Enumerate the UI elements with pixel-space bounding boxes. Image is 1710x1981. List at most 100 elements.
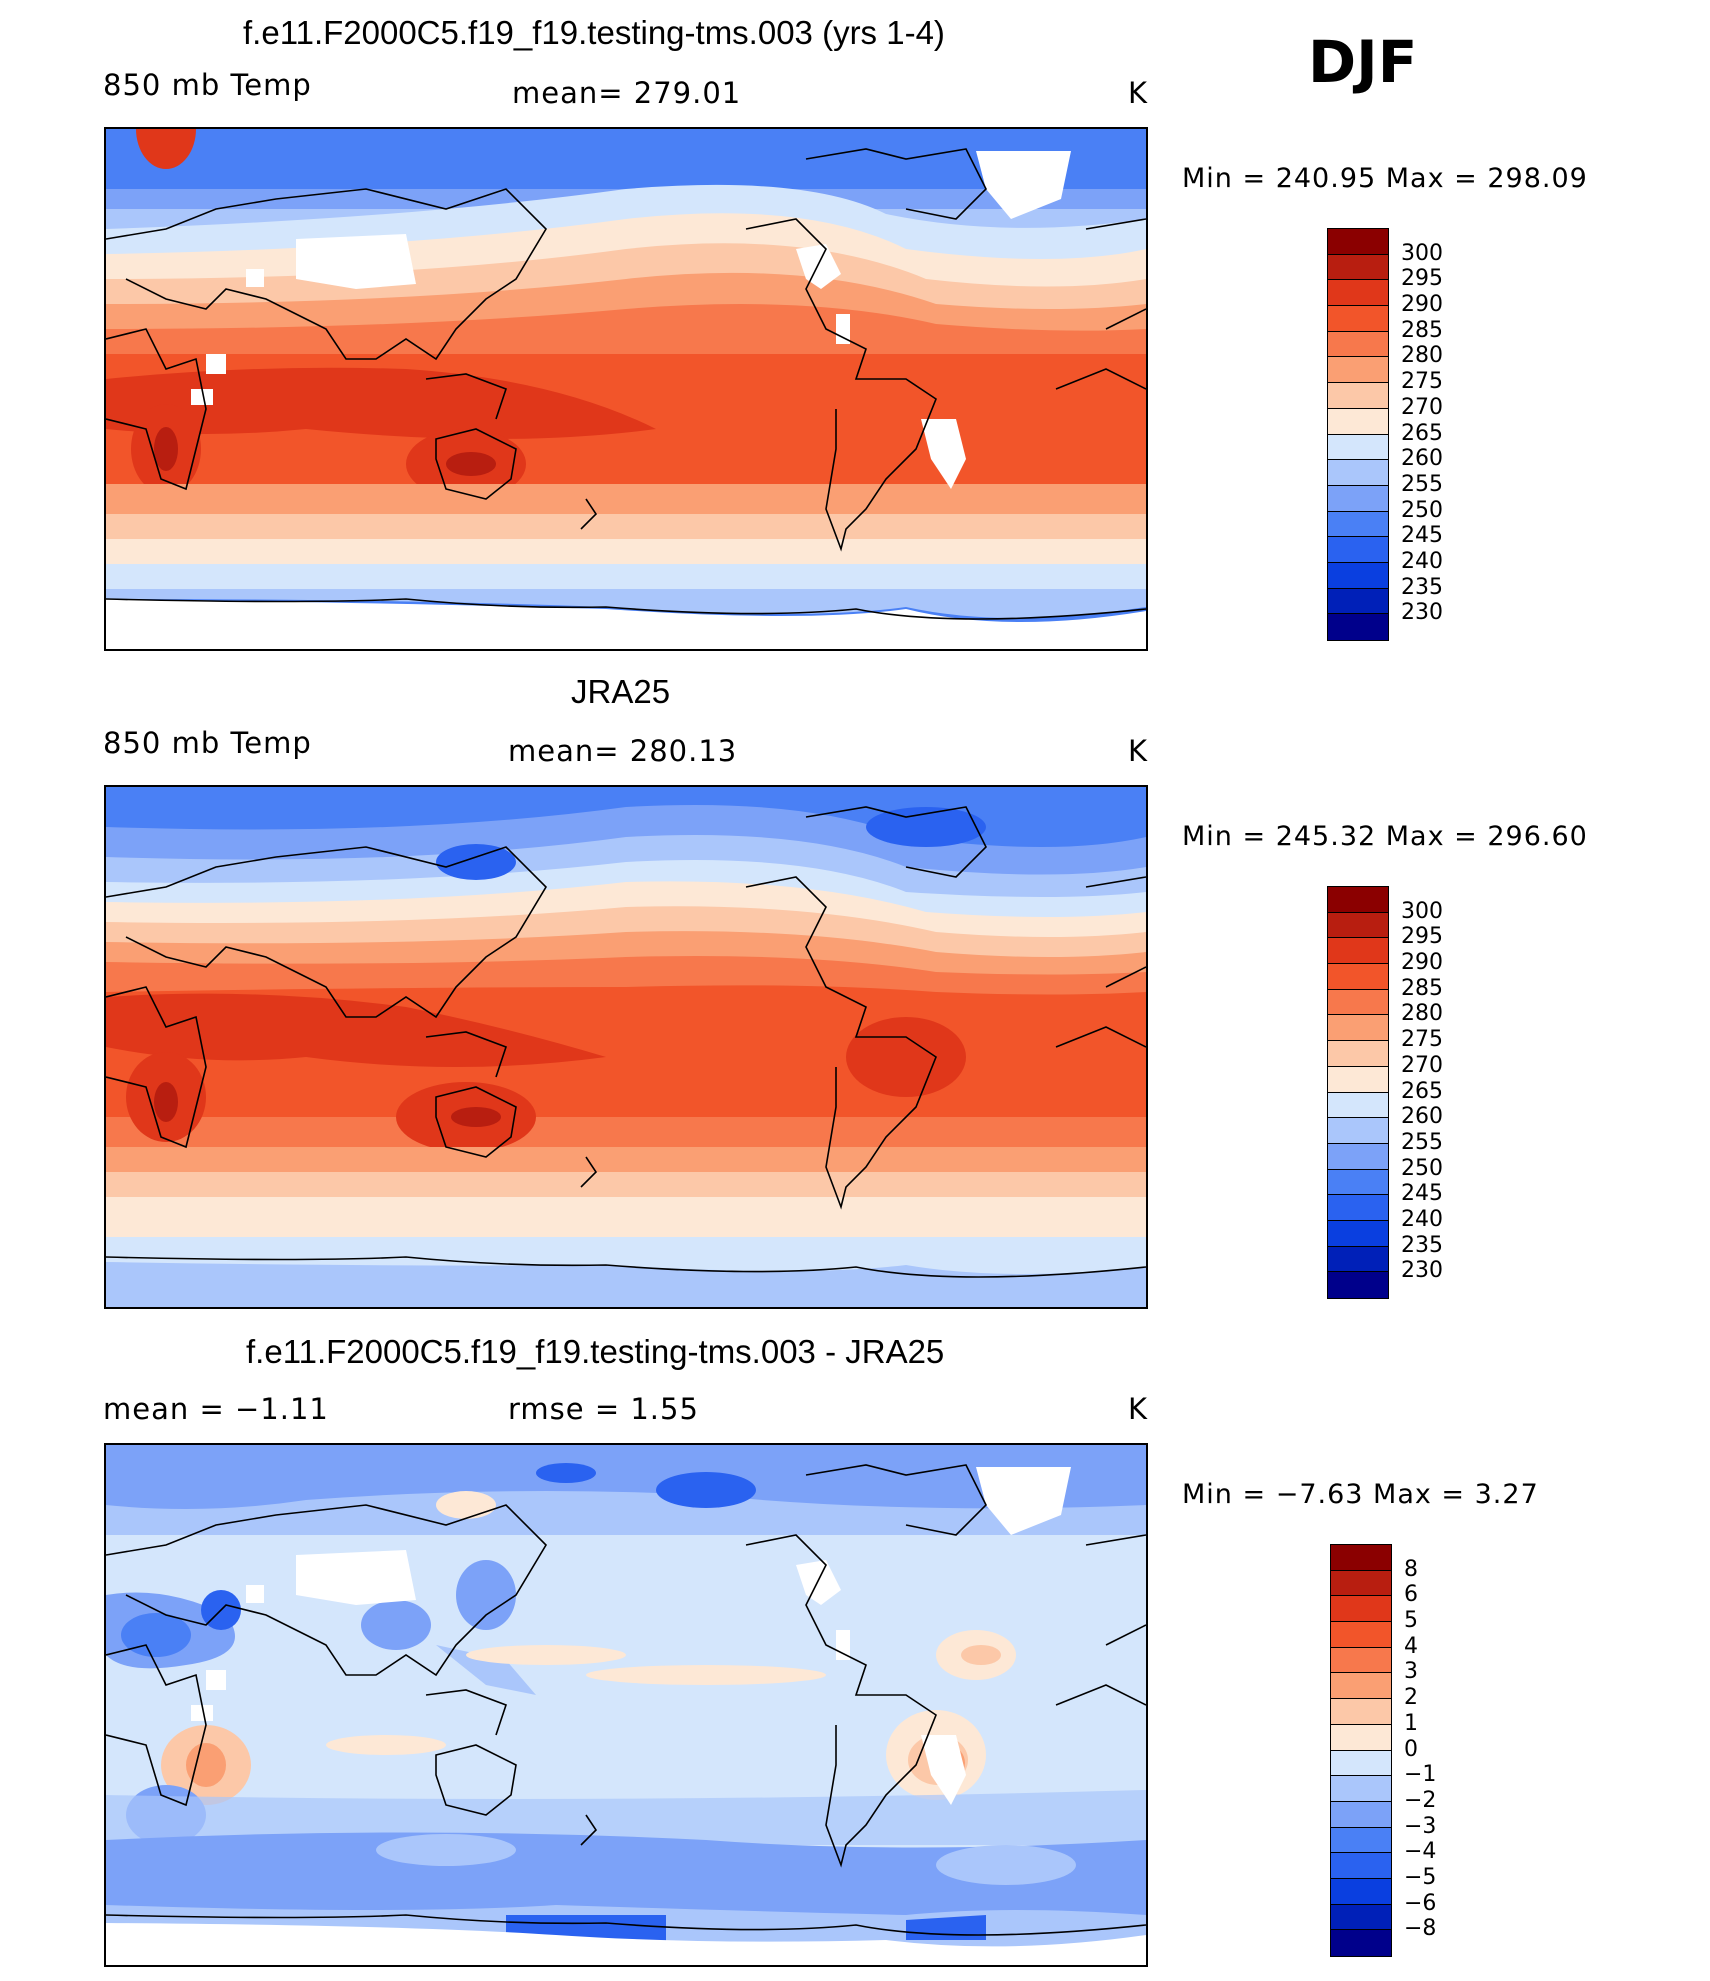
colorbar-swatch: [1331, 1827, 1391, 1854]
colorbar-tick-label: 295: [1401, 266, 1443, 292]
colorbar-tick-label: 270: [1401, 394, 1443, 420]
colorbar-swatch: [1328, 511, 1388, 538]
colorbar-tick-label: 250: [1401, 1155, 1443, 1181]
colorbar-swatch: [1328, 562, 1388, 589]
colorbar-tick-label: 265: [1401, 1078, 1443, 1104]
colorbar-swatch: [1328, 1066, 1388, 1093]
panel3-minmax: Min = −7.63 Max = 3.27: [1182, 1479, 1539, 1510]
panel1-mean-label: mean= 279.01: [512, 76, 742, 110]
colorbar-tick-label: 255: [1401, 471, 1443, 497]
panel1-colorbar: [1327, 228, 1389, 641]
colorbar-swatch: [1328, 254, 1388, 281]
colorbar-swatch: [1331, 1776, 1391, 1802]
panel3-units-label: K: [1128, 1392, 1149, 1426]
colorbar-tick-label: 280: [1401, 1001, 1443, 1027]
colorbar-tick-label: 255: [1401, 1129, 1443, 1155]
colorbar-tick-label: 300: [1401, 898, 1443, 924]
panel2-map: [104, 785, 1148, 1309]
colorbar-swatch: [1328, 989, 1388, 1016]
colorbar-swatch: [1328, 229, 1388, 255]
colorbar-swatch: [1328, 306, 1388, 332]
colorbar-tick-label: −8: [1404, 1916, 1437, 1942]
colorbar-swatch: [1328, 1041, 1388, 1067]
colorbar-tick-label: 290: [1401, 292, 1443, 318]
colorbar-tick-label: 240: [1401, 1206, 1443, 1232]
colorbar-tick-label: 290: [1401, 950, 1443, 976]
colorbar-tick-label: 235: [1401, 574, 1443, 600]
colorbar-swatch: [1331, 1596, 1391, 1623]
colorbar-tick-label: 245: [1401, 1181, 1443, 1207]
colorbar-swatch: [1331, 1750, 1391, 1777]
colorbar-swatch: [1328, 280, 1388, 307]
panel2-map-field: [106, 787, 1146, 1307]
colorbar-tick-label: 3: [1404, 1659, 1418, 1685]
colorbar-swatch: [1328, 1272, 1388, 1298]
panel2-colorbar: [1327, 886, 1389, 1299]
colorbar-swatch: [1328, 1246, 1388, 1273]
colorbar-swatch: [1331, 1647, 1391, 1674]
colorbar-tick-label: 285: [1401, 975, 1443, 1001]
colorbar-swatch: [1328, 1169, 1388, 1196]
panel3-rmse-label: rmse = 1.55: [508, 1392, 699, 1426]
colorbar-swatch: [1331, 1673, 1391, 1700]
colorbar-tick-label: 275: [1401, 369, 1443, 395]
season-label: DJF: [1308, 28, 1418, 96]
colorbar-tick-label: 230: [1401, 1258, 1443, 1284]
colorbar-tick-label: 240: [1401, 548, 1443, 574]
colorbar-tick-label: 300: [1401, 240, 1443, 266]
colorbar-swatch: [1328, 408, 1388, 435]
panel1-map: [104, 127, 1148, 651]
panel2-title: JRA25: [571, 673, 671, 710]
colorbar-tick-label: 260: [1401, 446, 1443, 472]
colorbar-tick-label: 260: [1401, 1104, 1443, 1130]
colorbar-swatch: [1328, 1220, 1388, 1247]
panel1-units-label: K: [1128, 76, 1149, 110]
colorbar-swatch: [1331, 1724, 1391, 1751]
panel3-colorbar: [1330, 1544, 1392, 1957]
colorbar-tick-label: 270: [1401, 1052, 1443, 1078]
colorbar-swatch: [1328, 912, 1388, 939]
colorbar-tick-label: 280: [1401, 343, 1443, 369]
colorbar-swatch: [1328, 1118, 1388, 1144]
colorbar-swatch: [1328, 1092, 1388, 1119]
colorbar-swatch: [1328, 537, 1388, 563]
colorbar-swatch: [1328, 434, 1388, 461]
colorbar-tick-label: 235: [1401, 1232, 1443, 1258]
colorbar-swatch: [1331, 1545, 1391, 1571]
colorbar-swatch: [1328, 1195, 1388, 1221]
colorbar-swatch: [1331, 1853, 1391, 1879]
panel1-variable-label: 850 mb Temp: [103, 68, 312, 102]
colorbar-tick-label: 245: [1401, 523, 1443, 549]
colorbar-tick-label: −3: [1404, 1813, 1437, 1839]
colorbar-tick-label: 265: [1401, 420, 1443, 446]
colorbar-swatch: [1328, 588, 1388, 615]
panel1-title: f.e11.F2000C5.f19_f19.testing-tms.003 (y…: [243, 14, 945, 51]
colorbar-tick-label: 250: [1401, 497, 1443, 523]
colorbar-swatch: [1331, 1699, 1391, 1725]
colorbar-swatch: [1331, 1878, 1391, 1905]
colorbar-tick-label: −2: [1404, 1787, 1437, 1813]
colorbar-swatch: [1328, 964, 1388, 990]
colorbar-tick-label: −5: [1404, 1864, 1437, 1890]
panel2-units-label: K: [1128, 734, 1149, 768]
panel3-mean-label: mean = −1.11: [103, 1392, 329, 1426]
colorbar-swatch: [1331, 1904, 1391, 1931]
panel3-title: f.e11.F2000C5.f19_f19.testing-tms.003 - …: [246, 1333, 945, 1370]
colorbar-swatch: [1328, 614, 1388, 640]
colorbar-tick-label: 6: [1404, 1582, 1418, 1608]
colorbar-tick-label: 230: [1401, 600, 1443, 626]
colorbar-swatch: [1328, 485, 1388, 512]
panel2-variable-label: 850 mb Temp: [103, 726, 312, 760]
colorbar-swatch: [1331, 1622, 1391, 1648]
colorbar-swatch: [1331, 1570, 1391, 1597]
panel3-map: [104, 1443, 1148, 1967]
colorbar-swatch: [1328, 938, 1388, 965]
colorbar-swatch: [1331, 1930, 1391, 1956]
colorbar-tick-label: 0: [1404, 1736, 1418, 1762]
panel2-mean-label: mean= 280.13: [508, 734, 738, 768]
colorbar-swatch: [1331, 1801, 1391, 1828]
colorbar-tick-label: 275: [1401, 1027, 1443, 1053]
colorbar-tick-label: 5: [1404, 1608, 1418, 1634]
colorbar-tick-label: 2: [1404, 1685, 1418, 1711]
colorbar-tick-label: 4: [1404, 1633, 1418, 1659]
